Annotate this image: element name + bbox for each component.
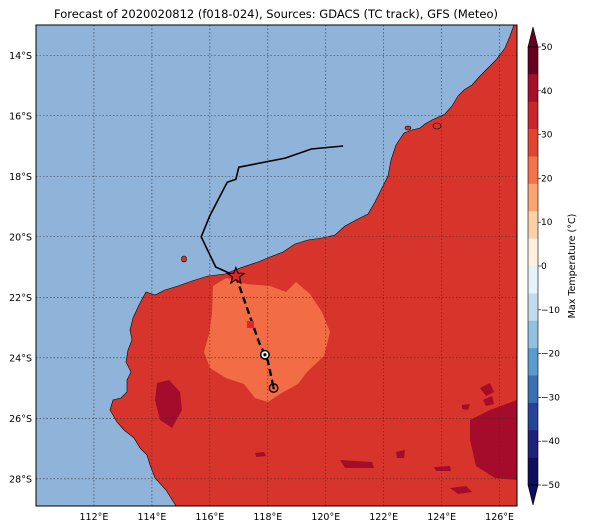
lon-tick-label: 124°E bbox=[427, 512, 456, 523]
colorbar-band bbox=[528, 183, 538, 212]
forecast-point-marker bbox=[246, 320, 254, 328]
lon-tick-label: 114°E bbox=[137, 512, 166, 523]
forecast-point-marker bbox=[268, 383, 279, 393]
map-frame bbox=[35, 24, 518, 507]
forecast-point-center bbox=[263, 353, 267, 357]
hot-patch bbox=[255, 452, 266, 457]
lat-tick-label: 26°S bbox=[9, 414, 32, 425]
lon-tick-label: 122°E bbox=[369, 512, 398, 523]
lat-tick-label: 28°S bbox=[9, 474, 32, 485]
colorbar-tick-label: 50 bbox=[541, 43, 553, 53]
colorbar-band bbox=[528, 293, 538, 322]
island bbox=[404, 125, 412, 131]
lat-tick-label: 20°S bbox=[9, 232, 32, 243]
colorbar-max-arrow bbox=[527, 26, 539, 48]
colorbar-band bbox=[528, 47, 538, 75]
colorbar-band bbox=[528, 430, 538, 458]
colorbar-band bbox=[528, 74, 538, 103]
lon-tick-label: 118°E bbox=[253, 512, 282, 523]
colorbar-tick-label: 20 bbox=[541, 174, 553, 184]
colorbar-tick-label: −50 bbox=[541, 481, 560, 491]
lat-tick-label: 14°S bbox=[9, 51, 32, 62]
colorbar-tick-label: −30 bbox=[541, 393, 560, 403]
current-position-star-icon bbox=[226, 265, 246, 285]
map-area bbox=[36, 25, 517, 506]
forecast-track-line bbox=[234, 275, 275, 389]
hot-patch bbox=[396, 450, 405, 458]
lat-tick-label: 18°S bbox=[9, 172, 32, 183]
colorbar-tick-label: −10 bbox=[541, 306, 560, 316]
forecast-point-center bbox=[272, 386, 275, 390]
lat-tick-label: 22°S bbox=[9, 293, 32, 304]
colorbar-band bbox=[528, 320, 538, 349]
colorbar-band bbox=[528, 457, 538, 486]
island bbox=[432, 122, 442, 130]
warm-region bbox=[204, 278, 330, 402]
lon-tick-label: 116°E bbox=[195, 512, 224, 523]
hot-patch bbox=[450, 486, 472, 494]
map-axes: 112°E 114°E 116°E 118°E 120°E 122°E 124°E 126°E… bbox=[9, 51, 514, 523]
hot-patch bbox=[470, 400, 517, 480]
lat-tick-label: 24°S bbox=[9, 353, 32, 364]
colorbar-band bbox=[528, 375, 538, 404]
figure-title: Forecast of 2020020812 (f018-024), Sourc… bbox=[54, 7, 498, 21]
colorbar-band bbox=[528, 129, 538, 157]
colorbar-band bbox=[528, 211, 538, 239]
colorbar-tick-label: 0 bbox=[541, 262, 547, 272]
hot-patch bbox=[483, 396, 494, 406]
colorbar-tick-label: 10 bbox=[541, 218, 553, 228]
colorbar-tick-label: −20 bbox=[541, 350, 560, 360]
colorbar-min-arrow bbox=[527, 484, 539, 506]
land-mass bbox=[109, 25, 517, 506]
hot-patch bbox=[434, 466, 451, 471]
island bbox=[181, 255, 187, 263]
past-track-line bbox=[200, 145, 344, 277]
colorbar-label: Max Temperature (°C) bbox=[567, 214, 578, 319]
hot-patch bbox=[480, 383, 494, 396]
colorbar-tick-label: 40 bbox=[541, 87, 553, 97]
hot-patch bbox=[462, 404, 470, 410]
hot-patch bbox=[340, 460, 374, 468]
lon-tick-label: 120°E bbox=[311, 512, 340, 523]
colorbar-band bbox=[528, 402, 538, 431]
tc-track bbox=[200, 145, 344, 393]
colorbar-tick-label: 30 bbox=[541, 131, 553, 141]
colorbar: 50 40 30 20 10 0 −10 −20 −30 −40 −50 bbox=[527, 26, 560, 506]
colorbar-band bbox=[528, 238, 538, 267]
colorbar-band bbox=[528, 266, 538, 294]
lon-tick-label: 126°E bbox=[485, 512, 514, 523]
colorbar-band bbox=[528, 156, 538, 185]
colorbar-band bbox=[528, 348, 538, 376]
hot-patch bbox=[155, 380, 182, 428]
lon-tick-label: 112°E bbox=[80, 512, 109, 523]
colorbar-band bbox=[528, 101, 538, 130]
colorbar-tick-label: −40 bbox=[541, 437, 560, 447]
lat-tick-label: 16°S bbox=[9, 111, 32, 122]
